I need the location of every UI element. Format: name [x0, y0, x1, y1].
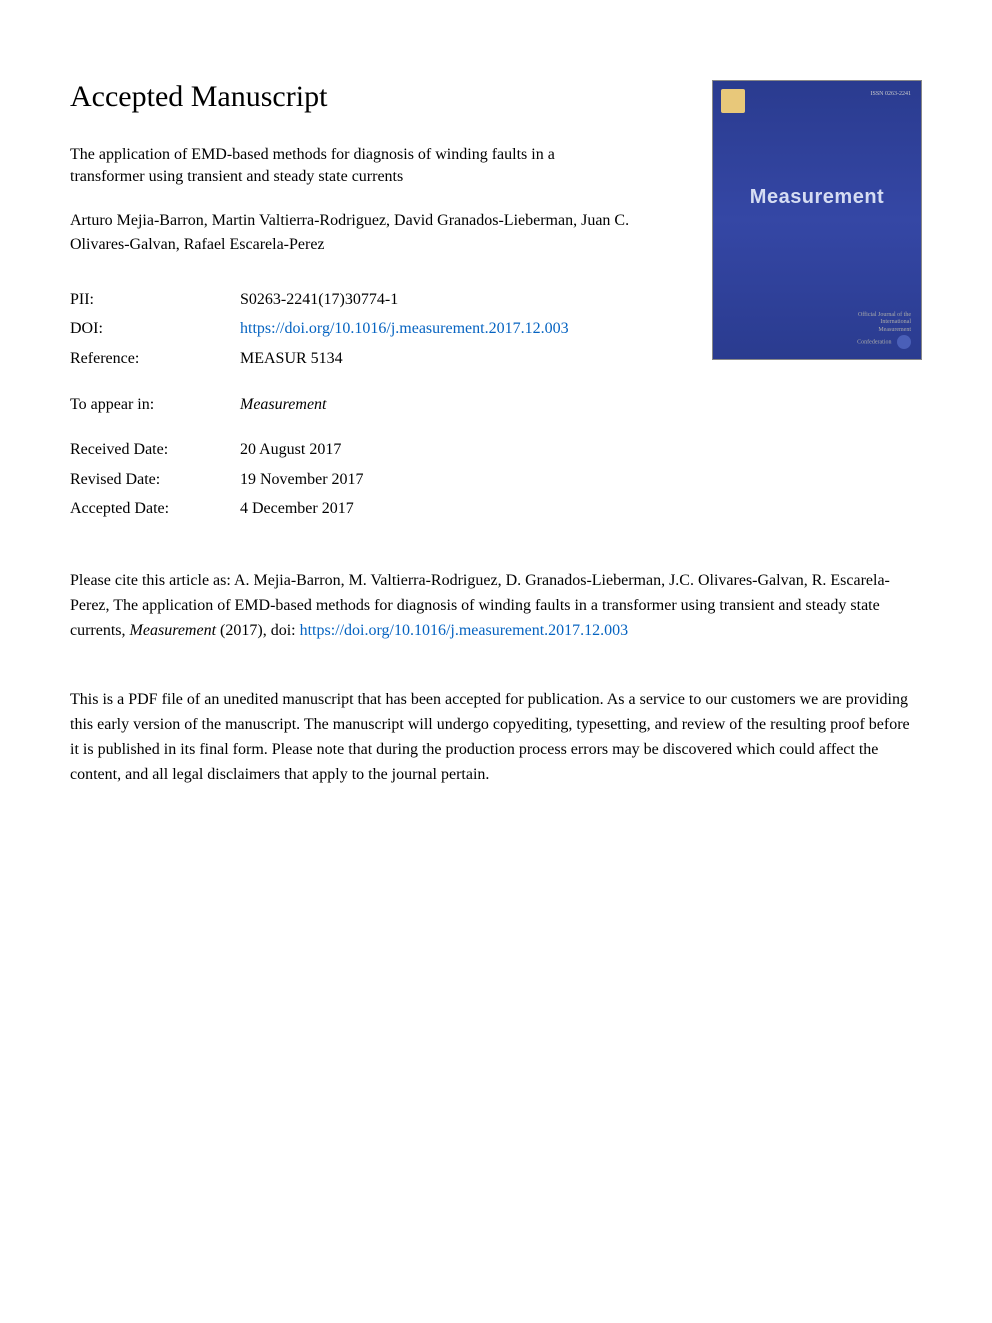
meta-label-appear: To appear in:: [70, 390, 240, 420]
meta-value-revised: 19 November 2017: [240, 465, 682, 495]
citation-doi-link[interactable]: https://doi.org/10.1016/j.measurement.20…: [300, 622, 629, 639]
cover-footer-line: Confederation: [857, 339, 891, 345]
citation-year-doi: (2017), doi:: [216, 622, 300, 639]
meta-label-doi: DOI:: [70, 314, 240, 344]
meta-label-revised: Revised Date:: [70, 465, 240, 495]
meta-row-revised: Revised Date: 19 November 2017: [70, 465, 682, 495]
page-heading: Accepted Manuscript: [70, 80, 682, 114]
doi-link[interactable]: https://doi.org/10.1016/j.measurement.20…: [240, 320, 569, 337]
header-row: Accepted Manuscript The application of E…: [70, 80, 922, 524]
meta-label-accepted: Accepted Date:: [70, 494, 240, 524]
meta-row-received: Received Date: 20 August 2017: [70, 435, 682, 465]
meta-label-reference: Reference:: [70, 344, 240, 374]
disclaimer-paragraph: This is a PDF file of an unedited manusc…: [70, 688, 922, 787]
meta-spacer: [70, 374, 682, 390]
cover-footer-line: International: [857, 319, 911, 327]
cover-footer: Official Journal of the International Me…: [857, 312, 911, 349]
meta-value-reference: MEASUR 5134: [240, 344, 682, 374]
left-column: Accepted Manuscript The application of E…: [70, 80, 692, 524]
cover-footer-line: Measurement: [857, 327, 911, 335]
meta-value-doi: https://doi.org/10.1016/j.measurement.20…: [240, 314, 682, 344]
cover-footer-line: Official Journal of the: [857, 312, 911, 320]
publisher-logo-icon: [721, 89, 745, 113]
meta-label-received: Received Date:: [70, 435, 240, 465]
cover-journal-title: Measurement: [713, 186, 921, 209]
imeko-badge-icon: [897, 335, 911, 349]
meta-value-pii: S0263-2241(17)30774-1: [240, 285, 682, 315]
meta-row-reference: Reference: MEASUR 5134: [70, 344, 682, 374]
authors-list: Arturo Mejia-Barron, Martin Valtierra-Ro…: [70, 209, 670, 257]
citation-journal: Measurement: [130, 622, 217, 639]
meta-spacer: [70, 419, 682, 435]
meta-value-received: 20 August 2017: [240, 435, 682, 465]
citation-paragraph: Please cite this article as: A. Mejia-Ba…: [70, 569, 922, 643]
meta-value-appear: Measurement: [240, 390, 682, 420]
cover-issn: ISSN 0263-2241: [870, 91, 911, 97]
journal-cover-thumbnail: ISSN 0263-2241 Measurement Official Jour…: [712, 80, 922, 360]
meta-row-doi: DOI: https://doi.org/10.1016/j.measureme…: [70, 314, 682, 344]
meta-row-appear: To appear in: Measurement: [70, 390, 682, 420]
meta-value-accepted: 4 December 2017: [240, 494, 682, 524]
article-title: The application of EMD-based methods for…: [70, 144, 630, 189]
meta-row-pii: PII: S0263-2241(17)30774-1: [70, 285, 682, 315]
metadata-table: PII: S0263-2241(17)30774-1 DOI: https://…: [70, 285, 682, 524]
meta-row-accepted: Accepted Date: 4 December 2017: [70, 494, 682, 524]
meta-label-pii: PII:: [70, 285, 240, 315]
